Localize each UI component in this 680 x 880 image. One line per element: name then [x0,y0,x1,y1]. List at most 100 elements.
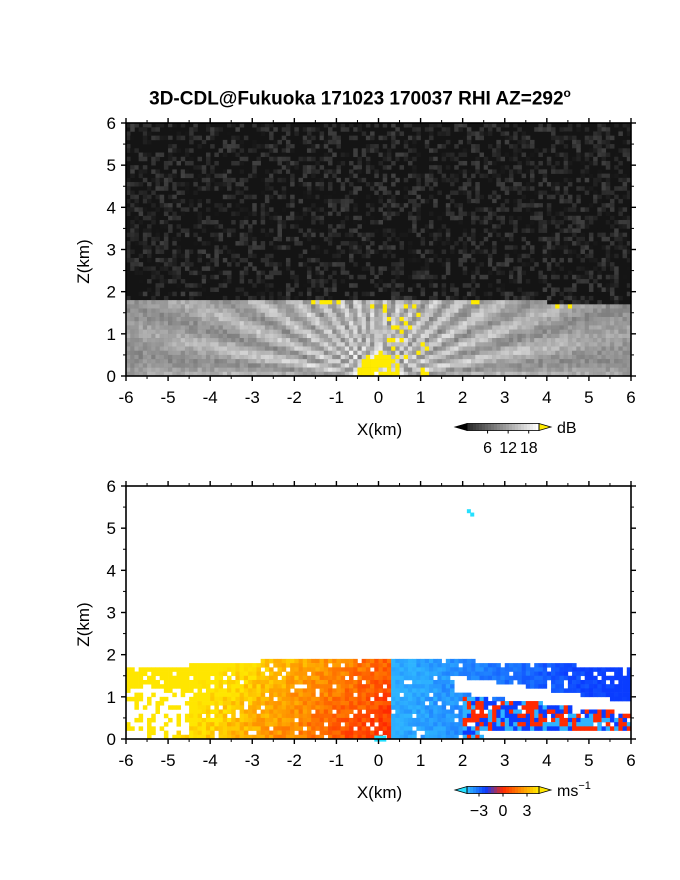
x-tick-label: 6 [626,388,635,407]
heatmap-cell [277,342,283,347]
heatmap-cell [538,304,543,309]
heatmap-cell [487,127,493,132]
heatmap-cell [302,338,308,343]
heatmap-cell [382,333,388,339]
heatmap-cell [197,186,203,191]
heatmap-cell [454,127,459,132]
heatmap-cell [151,359,156,364]
heatmap-cell [269,253,274,259]
heatmap-cell [551,291,556,297]
heatmap-cell [332,321,337,326]
heatmap-cell [353,219,358,225]
heatmap-cell [130,249,135,255]
heatmap-cell [555,363,560,368]
heatmap-cell [210,131,215,136]
heatmap-cell [424,342,430,347]
heatmap-cell [365,342,371,347]
heatmap-cell [475,144,480,149]
heatmap-cell [572,139,577,145]
heatmap-cell [252,312,257,318]
heatmap-cell [264,371,270,377]
heatmap-cell [597,228,602,233]
heatmap-cell [496,139,501,145]
heatmap-cell [466,342,472,347]
heatmap-cell [172,123,177,128]
heatmap-cell [403,144,409,149]
heatmap-cell [399,667,405,672]
heatmap-cell [534,127,539,132]
heatmap-cell [151,304,156,309]
heatmap-cell [605,312,611,318]
heatmap-cell [475,283,480,288]
heatmap-cell [462,667,468,672]
heatmap-cell [332,363,337,368]
heatmap-cell [138,270,144,276]
heatmap-cell [328,135,333,141]
heatmap-cell [138,350,144,356]
heatmap-cell [168,262,173,267]
heatmap-cell [193,363,198,368]
heatmap-cell [147,312,152,318]
heatmap-cell [302,363,308,368]
heatmap-cell [567,182,573,187]
heatmap-cell [492,312,497,318]
heatmap-cell [222,295,228,301]
heatmap-cell [277,169,283,174]
heatmap-cell [458,342,463,347]
heatmap-cell [193,312,198,318]
heatmap-cell [163,371,169,377]
heatmap-cell [210,367,215,373]
heatmap-cell [424,262,430,267]
heatmap-cell [412,156,417,162]
heatmap-cell [555,333,560,339]
heatmap-cell [433,283,438,288]
heatmap-cell [420,304,426,309]
heatmap-cell [252,203,257,208]
heatmap-cell [563,165,569,170]
heatmap-cell [429,350,434,356]
heatmap-cell [349,135,354,141]
heatmap-cell [567,346,573,351]
heatmap-cell [323,312,329,318]
heatmap-cell [479,308,485,314]
heatmap-cell [601,350,607,356]
heatmap-cell [580,236,586,242]
heatmap-cell [252,333,257,339]
heatmap-cell [302,194,308,200]
heatmap-cell [475,245,480,250]
heatmap-cell [563,177,569,183]
heatmap-cell [609,215,615,221]
heatmap-cell [176,671,182,677]
heatmap-cell [319,194,325,200]
y-tick-label: 4 [107,198,116,217]
heatmap-cell [285,139,291,145]
heatmap-cell [281,346,287,351]
heatmap-cell [315,245,320,250]
heatmap-cell [315,321,320,326]
heatmap-cell [584,367,590,373]
heatmap-cell [222,304,228,309]
heatmap-cell [315,228,320,233]
heatmap-cell [609,232,615,238]
heatmap-cell [534,333,539,339]
heatmap-cell [315,190,320,195]
heatmap-cell [391,266,396,271]
heatmap-cell [513,363,518,368]
heatmap-cell [588,283,594,288]
heatmap-cell [290,177,295,183]
heatmap-cell [151,354,156,360]
heatmap-cell [492,152,497,158]
heatmap-cell [374,219,379,225]
heatmap-cell [416,152,421,158]
heatmap-cell [147,257,152,263]
heatmap-cell [441,359,447,364]
heatmap-cell [525,186,531,191]
heatmap-cell [609,367,615,373]
heatmap-cell [580,160,586,166]
heatmap-cell [475,333,480,339]
heatmap-cell [517,338,522,343]
heatmap-cell [315,257,320,263]
heatmap-cell [243,316,249,322]
heatmap-cell [365,156,371,162]
heatmap-cell [445,165,451,170]
